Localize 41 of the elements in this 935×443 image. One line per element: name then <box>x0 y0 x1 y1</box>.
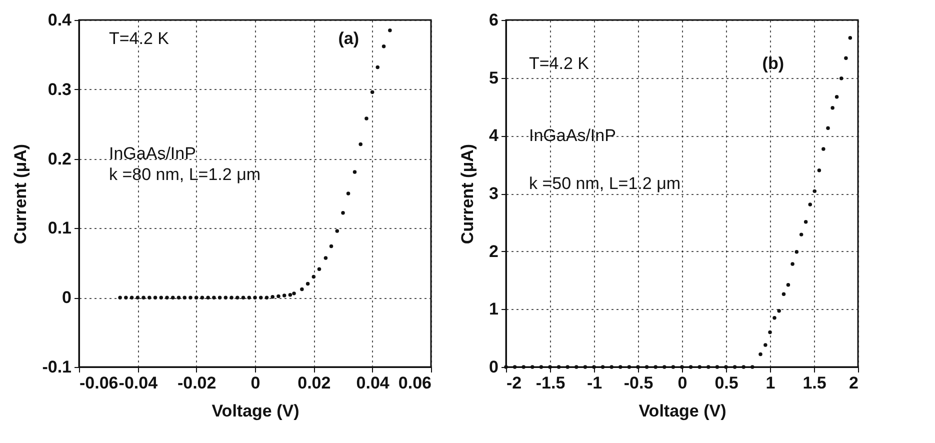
y-tick-label: 5 <box>489 68 498 88</box>
annotation: InGaAs/InP <box>529 126 616 145</box>
y-tick-label: 0.3 <box>48 80 72 99</box>
x-tick-label: -0.02 <box>177 374 216 392</box>
x-tick-label: -0.5 <box>624 374 654 392</box>
y-tick-label: -0.1 <box>42 358 72 376</box>
annotation: k =50 nm, L=1.2 μm <box>529 174 681 193</box>
x-tick-label: 1.5 <box>802 374 826 392</box>
y-axis-title: Current (μA) <box>11 144 30 244</box>
x-tick-label: 0.02 <box>298 374 331 392</box>
x-axis-title: Voltage (V) <box>212 402 300 420</box>
y-tick-label: 3 <box>489 184 498 203</box>
annotation: (b) <box>762 54 784 73</box>
y-tick-label: 0.2 <box>48 149 72 168</box>
x-tick-label: 2 <box>849 374 858 392</box>
y-tick-label: 2 <box>489 242 498 261</box>
x-tick-label: 0 <box>250 374 260 392</box>
x-tick-label: 0.04 <box>356 374 390 392</box>
y-tick-label: 0 <box>62 288 72 308</box>
x-tick-label: 0.5 <box>714 374 738 392</box>
annotation: k =80 nm, L=1.2 μm <box>109 165 261 184</box>
y-tick-label: 1 <box>489 300 498 319</box>
annotation: InGaAs/InP <box>109 144 196 163</box>
x-tick-label: -1 <box>586 374 602 392</box>
y-tick-label: 0.1 <box>48 218 72 238</box>
annotation: (a) <box>338 29 359 48</box>
y-axis-title: Current (μA) <box>458 144 478 244</box>
x-axis-title: Voltage (V) <box>638 402 726 420</box>
y-tick-label: 0.4 <box>48 10 72 30</box>
x-tick-label: 1 <box>766 374 776 392</box>
x-tick-label: -0.04 <box>118 374 158 392</box>
x-tick-label: 0 <box>678 374 688 392</box>
annotation: T=4.2 K <box>109 29 170 48</box>
y-tick-label: 6 <box>489 10 498 30</box>
x-tick-label: -1.5 <box>536 374 566 392</box>
x-tick-label: -0.06 <box>80 374 118 392</box>
y-tick-label: 4 <box>489 126 500 146</box>
y-tick-label: 0 <box>489 358 498 376</box>
x-tick-label: -2 <box>506 374 522 392</box>
annotation: T=4.2 K <box>529 54 590 73</box>
x-tick-label: 0.06 <box>398 374 432 392</box>
